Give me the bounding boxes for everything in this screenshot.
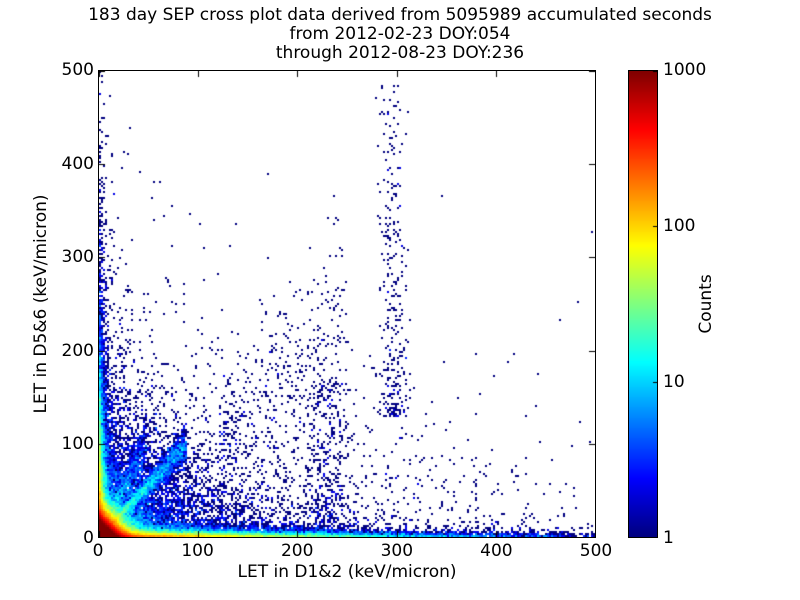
- y-tick-label: 500: [61, 60, 94, 80]
- colorbar-tick-label: 1: [663, 528, 674, 548]
- colorbar-gradient: [629, 71, 657, 537]
- colorbar-tick-label: 1000: [663, 60, 707, 80]
- y-tick-label: 100: [61, 434, 94, 455]
- title-line-1: 183 day SEP cross plot data derived from…: [88, 5, 712, 25]
- x-tick-label: 100: [181, 541, 214, 561]
- y-tick-label: 400: [61, 153, 94, 174]
- colorbar-axis-label: Counts: [696, 274, 716, 334]
- colorbar-tick-label: 10: [663, 372, 685, 392]
- title-line-2: from 2012-02-23 DOY:054: [289, 24, 511, 44]
- x-tick-label: 400: [480, 541, 513, 561]
- title-line-3: through 2012-08-23 DOY:236: [275, 43, 525, 63]
- plot-area: [98, 70, 596, 538]
- x-tick-label: 500: [579, 541, 613, 561]
- x-tick-label: 0: [92, 541, 104, 561]
- colorbar-tick-label: 100: [663, 216, 696, 236]
- y-tick-label: 0: [83, 528, 94, 548]
- x-tick-label: 200: [280, 541, 314, 561]
- y-tick-label: 200: [61, 340, 94, 361]
- y-axis-label: LET in D5&6 (keV/micron): [31, 194, 51, 414]
- x-tick-label: 300: [380, 541, 414, 561]
- x-axis-label: LET in D1&2 (keV/micron): [237, 562, 457, 582]
- chart-title: 183 day SEP cross plot data derived from…: [0, 6, 800, 63]
- y-tick-label: 300: [61, 247, 94, 268]
- colorbar: [628, 70, 658, 538]
- scatter-canvas: [99, 71, 595, 537]
